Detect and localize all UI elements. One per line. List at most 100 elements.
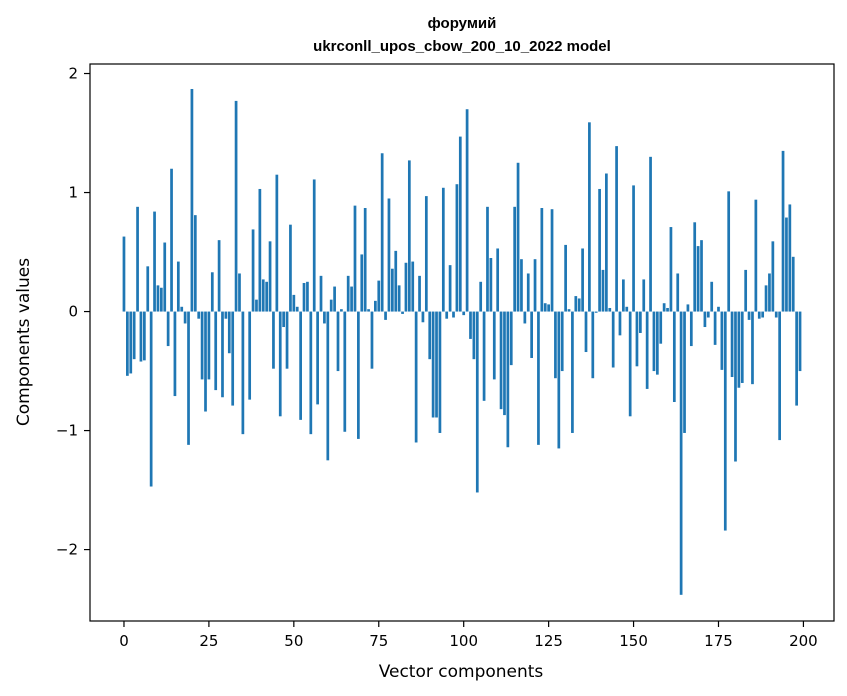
bar-21: [193, 215, 197, 312]
bar-104: [475, 311, 479, 493]
bar-56: [312, 179, 316, 312]
bar-86: [414, 311, 418, 443]
bar-77: [384, 311, 387, 320]
bar-45: [275, 174, 279, 312]
bar-96: [448, 265, 452, 312]
bar-147: [622, 279, 625, 312]
bar-123: [540, 208, 544, 312]
bar-171: [703, 311, 707, 328]
bar-151: [635, 311, 639, 367]
bar-114: [509, 311, 513, 366]
bar-118: [523, 311, 527, 324]
bar-176: [720, 311, 724, 370]
bar-182: [740, 311, 744, 383]
bar-102: [469, 311, 472, 339]
bar-112: [503, 311, 506, 416]
bar-50: [292, 294, 296, 312]
bar-98: [455, 184, 459, 312]
bar-6: [143, 311, 146, 361]
bar-153: [642, 279, 646, 312]
bar-34: [238, 273, 241, 312]
bar-191: [771, 241, 775, 312]
bar-166: [686, 304, 690, 312]
bar-53: [302, 282, 306, 312]
bar-167: [689, 311, 693, 347]
bar-138: [591, 311, 595, 379]
bar-129: [560, 311, 564, 372]
bar-93: [438, 311, 442, 433]
bar-194: [781, 150, 785, 312]
bar-46: [278, 311, 282, 417]
bar-99: [458, 136, 462, 312]
plot-area-frame: [89, 63, 835, 622]
bar-128: [557, 311, 561, 449]
x-tick-label: 175: [704, 632, 733, 650]
bar-11: [159, 287, 163, 312]
bar-173: [710, 281, 714, 312]
bar-78: [387, 198, 391, 312]
bar-13: [166, 311, 170, 347]
bar-108: [489, 258, 493, 312]
bar-73: [370, 311, 374, 369]
bar-3: [132, 311, 136, 360]
bar-7: [146, 266, 150, 312]
bar-25: [207, 311, 211, 380]
bar-16: [176, 261, 180, 312]
bar-26: [210, 272, 214, 312]
y-tick-label: −2: [56, 541, 78, 559]
bar-100: [462, 311, 466, 316]
bar-136: [584, 311, 588, 353]
bar-75: [377, 280, 381, 312]
bar-71: [363, 208, 367, 312]
bar-31: [227, 311, 231, 354]
bar-196: [788, 204, 792, 312]
bar-4: [136, 206, 139, 312]
bar-156: [652, 311, 656, 372]
bar-40: [258, 188, 262, 312]
bar-116: [516, 162, 520, 312]
bar-103: [472, 311, 476, 360]
bar-120: [530, 311, 533, 358]
bar-159: [662, 303, 666, 312]
bar-137: [588, 122, 591, 312]
bar-121: [533, 259, 537, 312]
x-axis-ticks: 0 25 50 75 100 125 150 175 200: [119, 621, 818, 650]
bar-170: [700, 240, 703, 312]
bar-37: [248, 311, 252, 400]
bar-181: [737, 311, 741, 388]
bar-146: [618, 311, 622, 336]
bar-88: [421, 311, 425, 323]
bar-49: [289, 224, 292, 312]
bar-57: [316, 311, 319, 405]
bar-143: [608, 307, 612, 312]
x-tick-label: 150: [619, 632, 648, 650]
bar-90: [428, 311, 432, 360]
bar-175: [717, 306, 720, 312]
bar-149: [628, 311, 632, 417]
bar-107: [486, 206, 489, 312]
bar-22: [197, 311, 201, 319]
bar-81: [397, 285, 401, 312]
bar-44: [272, 311, 275, 369]
x-tick-label: 100: [449, 632, 478, 650]
bar-140: [598, 188, 601, 312]
bar-178: [727, 191, 731, 312]
bar-119: [526, 273, 530, 312]
bar-85: [411, 261, 415, 312]
bar-154: [645, 311, 649, 389]
x-tick-label: 125: [534, 632, 563, 650]
bar-131: [567, 309, 571, 312]
bar-10: [156, 285, 160, 312]
bar-48: [285, 311, 289, 369]
bar-152: [639, 311, 642, 333]
bar-29: [221, 311, 224, 398]
bar-133: [574, 296, 578, 312]
bar-33: [234, 100, 238, 312]
bar-190: [768, 273, 771, 312]
bar-155: [649, 156, 652, 312]
bar-160: [666, 307, 669, 312]
bar-17: [180, 306, 184, 312]
bar-144: [611, 311, 615, 368]
bar-132: [571, 311, 574, 433]
